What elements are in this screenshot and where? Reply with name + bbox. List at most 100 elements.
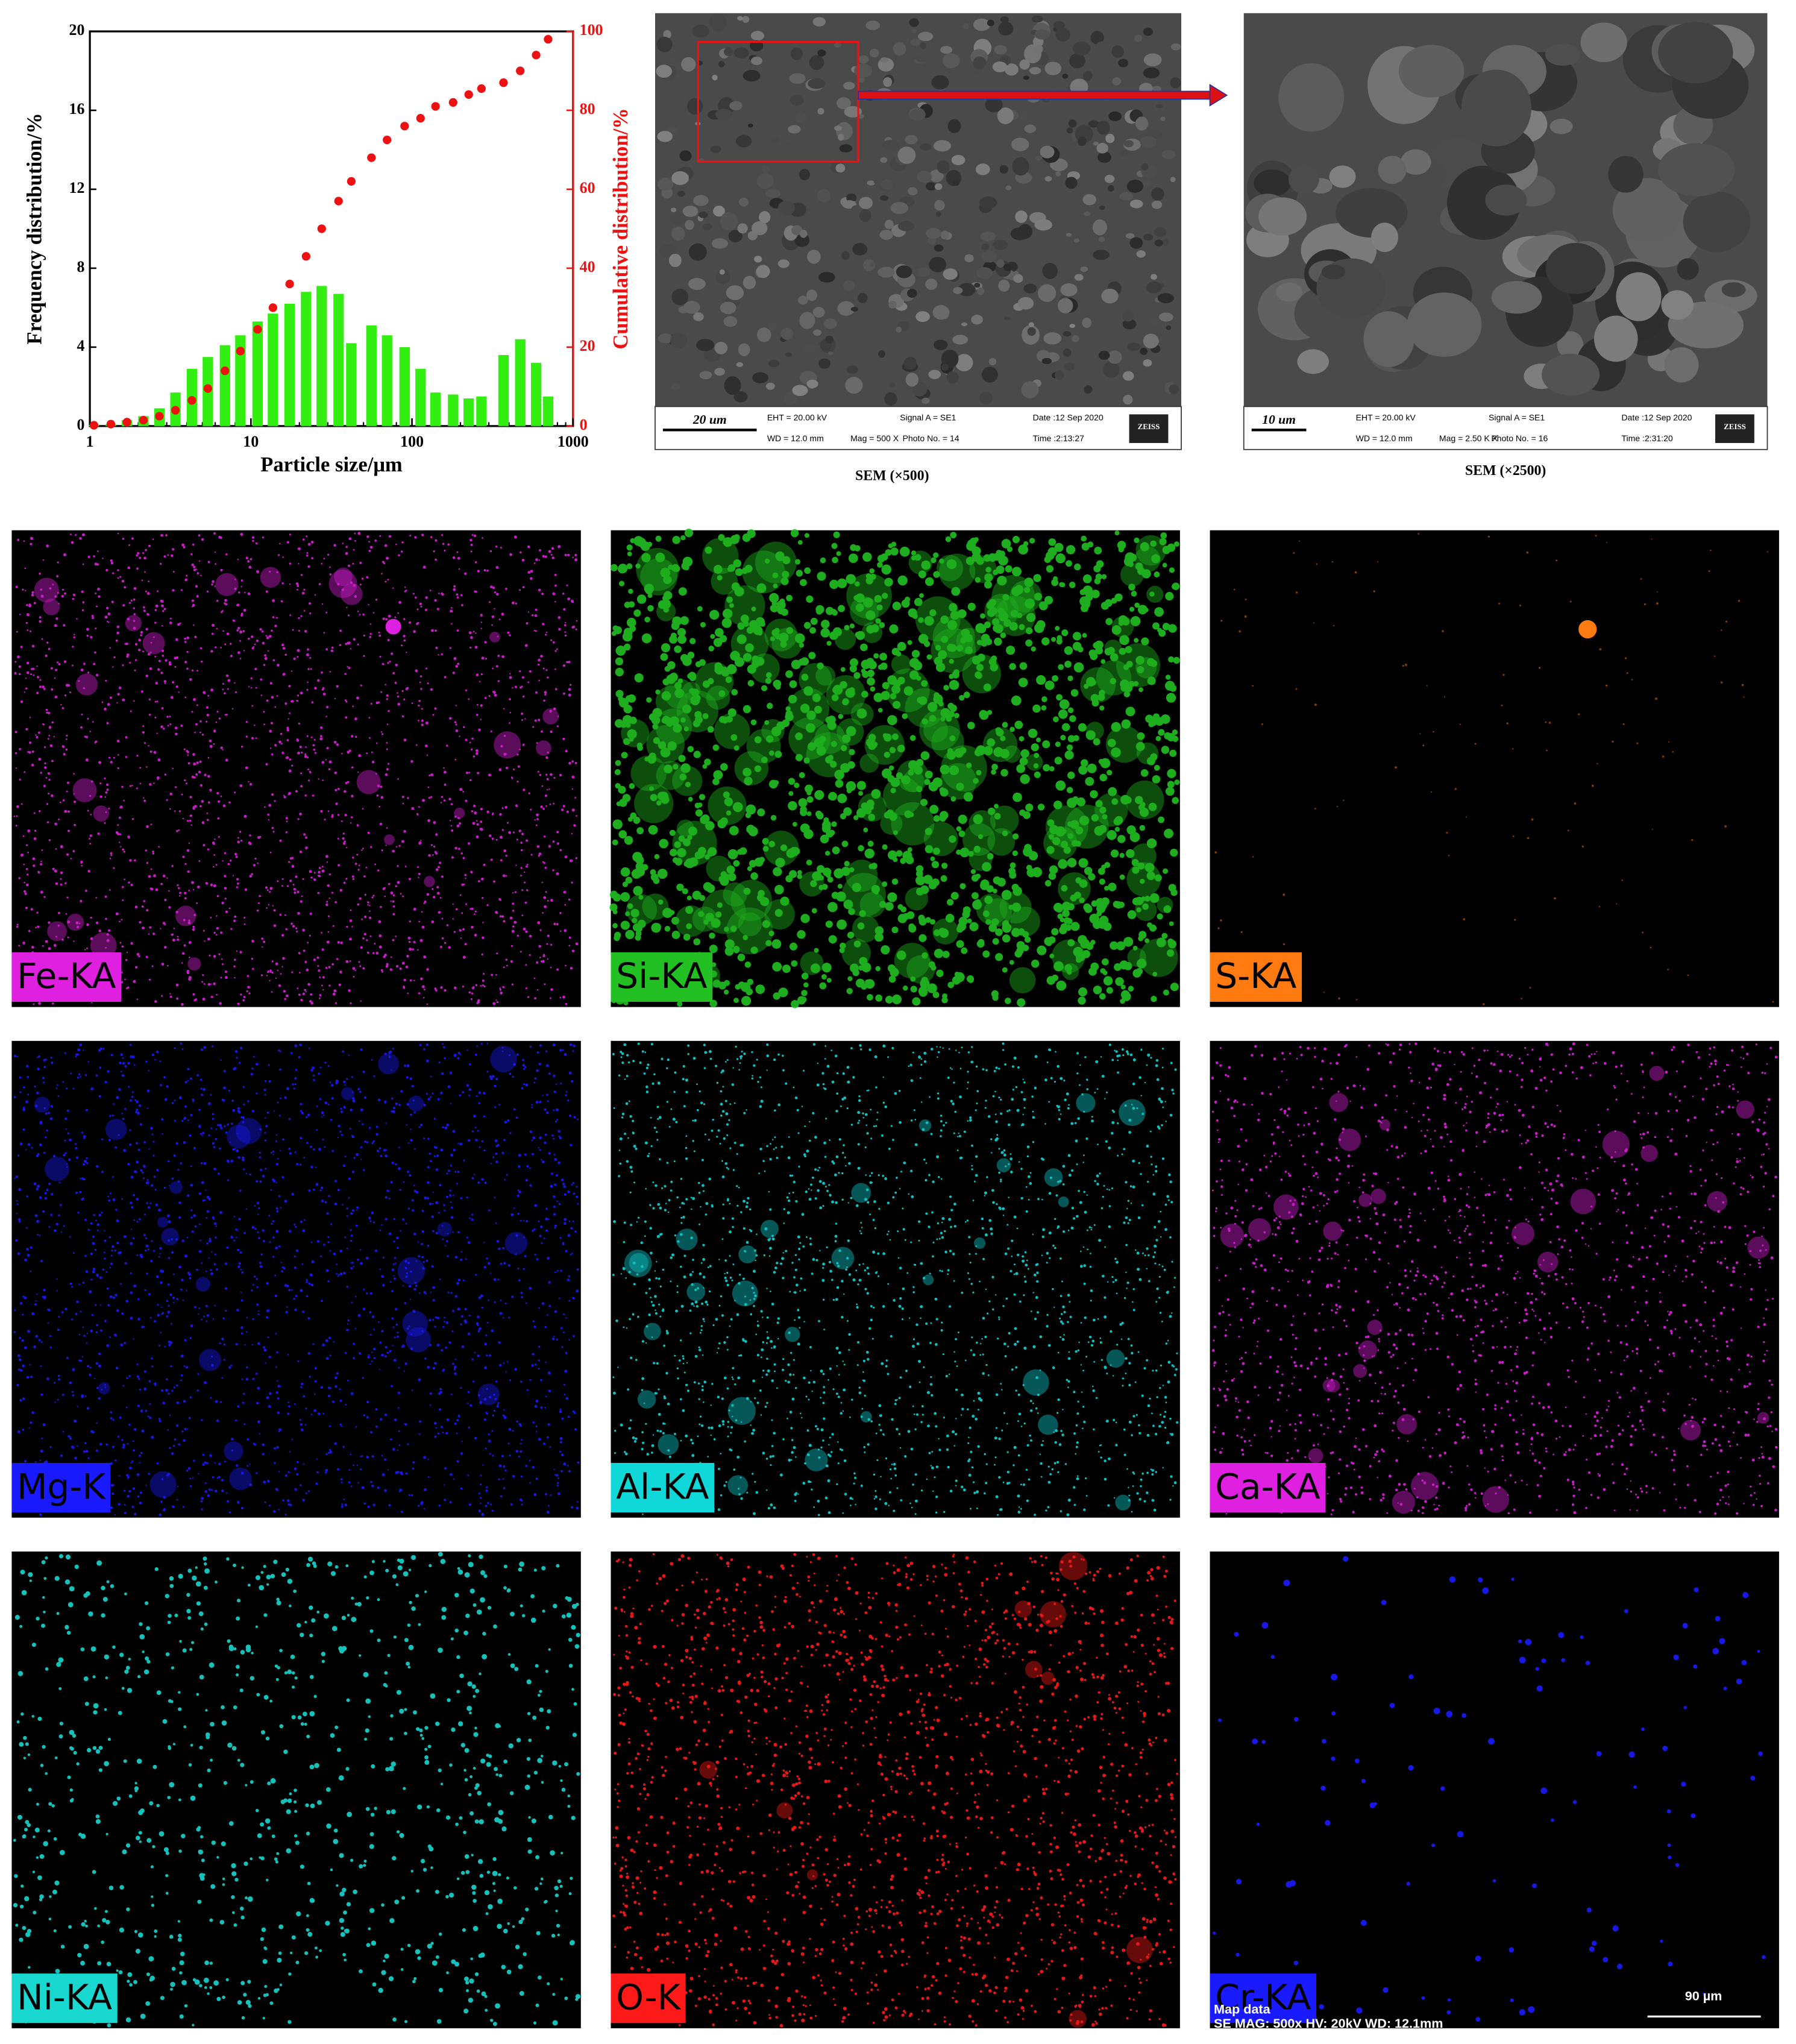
speckle <box>298 722 301 725</box>
speckle <box>121 981 124 984</box>
speckle-cluster <box>864 725 905 765</box>
speckle <box>571 626 574 629</box>
speckle <box>568 661 571 664</box>
speckle <box>486 904 489 907</box>
speckle <box>619 799 627 807</box>
speckle <box>237 837 239 839</box>
speckle <box>25 590 27 591</box>
speckle <box>512 831 515 834</box>
speckle <box>95 897 97 899</box>
speckle <box>366 576 369 579</box>
speckle <box>262 536 265 539</box>
speckle <box>882 844 888 850</box>
grain <box>671 288 689 306</box>
speckle <box>368 550 371 552</box>
speckle <box>426 968 429 971</box>
speckle <box>497 680 500 682</box>
speckle-cluster <box>859 891 885 917</box>
speckle <box>773 867 782 876</box>
speckle <box>268 570 271 573</box>
speckle <box>48 921 51 924</box>
speckle <box>184 661 187 664</box>
speckle <box>341 588 344 591</box>
speckle <box>615 759 621 766</box>
grain <box>839 144 853 153</box>
speckle <box>799 772 805 778</box>
grain <box>1664 347 1699 383</box>
speckle <box>69 691 72 694</box>
speckle <box>994 813 1001 820</box>
speckle <box>290 700 293 703</box>
speckle <box>217 817 220 820</box>
speckle <box>82 563 84 565</box>
speckle <box>369 916 372 919</box>
speckle <box>272 831 275 833</box>
speckle <box>109 857 111 860</box>
grain <box>1485 184 1527 216</box>
speckle <box>74 634 75 636</box>
speckle <box>385 580 387 583</box>
speckle <box>346 606 348 608</box>
speckle <box>55 617 58 620</box>
speckle <box>509 722 510 724</box>
speckle <box>565 964 567 967</box>
grain <box>1066 233 1072 237</box>
speckle <box>94 562 98 566</box>
grain <box>879 230 893 240</box>
speckle <box>296 931 298 933</box>
speckle <box>344 840 346 843</box>
speckle <box>265 886 268 889</box>
speckle <box>1170 983 1179 992</box>
speckle <box>334 697 336 700</box>
grain <box>799 169 811 181</box>
speckle <box>426 754 429 756</box>
speckle <box>633 885 643 896</box>
speckle <box>30 1270 32 1272</box>
speckle <box>416 866 419 868</box>
grain <box>980 231 996 242</box>
speckle-cluster <box>1157 896 1173 913</box>
speckle <box>329 566 331 568</box>
speckle <box>1078 996 1086 1005</box>
speckle <box>271 793 274 796</box>
speckle <box>1595 535 1597 537</box>
speckle <box>288 791 291 795</box>
speckle <box>138 955 140 958</box>
speckle <box>878 664 884 670</box>
speckle <box>269 729 272 733</box>
speckle <box>50 667 53 670</box>
speckle <box>452 918 454 920</box>
grain <box>934 339 948 350</box>
grain <box>756 173 774 189</box>
speckle <box>358 864 360 867</box>
speckle <box>509 634 511 637</box>
grain <box>1119 192 1134 201</box>
speckle <box>22 835 25 837</box>
speckle <box>387 579 389 581</box>
speckle <box>380 785 383 788</box>
grain <box>896 265 912 278</box>
speckle <box>1154 874 1162 882</box>
speckle <box>1295 591 1298 594</box>
grain <box>975 163 990 175</box>
speckle <box>388 614 391 618</box>
speckle <box>1054 756 1063 765</box>
speckle-cluster <box>742 550 785 594</box>
speckle <box>77 925 80 929</box>
speckle <box>266 975 268 976</box>
grain <box>940 46 953 54</box>
speckle <box>161 649 165 652</box>
speckle <box>409 948 412 951</box>
speckle <box>240 839 243 842</box>
speckle <box>1433 731 1434 733</box>
speckle <box>36 691 39 694</box>
speckle <box>1331 561 1334 563</box>
speckle <box>131 537 134 540</box>
speckle <box>18 673 21 676</box>
speckle <box>248 992 251 995</box>
speckle <box>251 705 254 707</box>
speckle <box>430 773 434 776</box>
speckle <box>570 684 572 686</box>
speckle <box>479 681 481 682</box>
grain <box>800 230 808 238</box>
